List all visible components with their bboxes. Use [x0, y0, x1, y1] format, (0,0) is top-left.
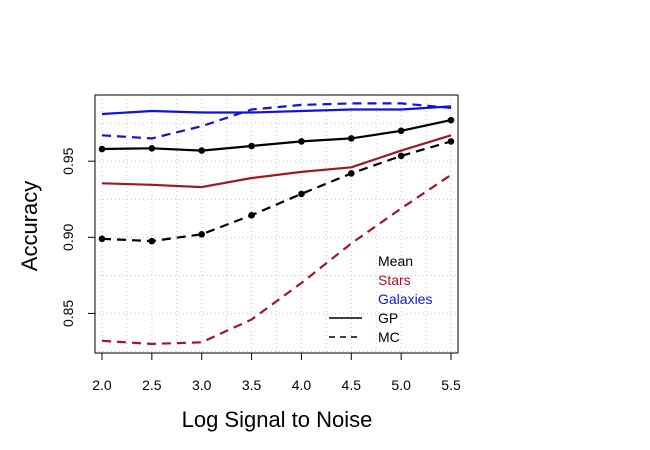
series-stars-gp [101, 134, 452, 189]
data-point [198, 147, 206, 154]
data-point [298, 190, 305, 198]
legend-entry-mean: Mean [378, 253, 413, 269]
data-point [148, 144, 156, 152]
data-point [347, 135, 355, 142]
y-axis: 0.85 0.90 0.95 [60, 147, 95, 327]
series-line [101, 119, 452, 152]
y-tick-label: 0.85 [60, 300, 76, 327]
data-point [148, 237, 156, 245]
data-point [447, 138, 455, 145]
x-axis-title: Log Signal to Noise [182, 407, 373, 432]
data-point [198, 230, 206, 238]
data-point [447, 116, 455, 124]
series-line [101, 134, 452, 189]
legend-entry-mc: MC [378, 329, 400, 345]
series-line [101, 173, 452, 345]
legend: Mean Stars Galaxies GP MC [329, 253, 432, 345]
x-tick-label: 3.0 [192, 377, 212, 393]
series-layer [98, 102, 455, 345]
data-point [248, 142, 255, 150]
plot-frame [94, 94, 459, 354]
series-mean-gp [98, 116, 455, 154]
legend-entry-stars: Stars [378, 272, 411, 288]
x-tick-label: 4.0 [292, 377, 312, 393]
x-tick-label: 3.5 [242, 377, 262, 393]
series-line [101, 105, 452, 116]
data-point [248, 211, 255, 219]
series-line [101, 140, 452, 243]
legend-entry-galaxies: Galaxies [378, 291, 432, 307]
y-tick-label: 0.90 [60, 223, 76, 250]
x-tick-label: 5.0 [391, 377, 411, 393]
y-tick-label: 0.95 [60, 147, 76, 174]
data-point [397, 152, 405, 160]
series-galaxies-gp [101, 105, 452, 116]
legend-entry-gp: GP [378, 310, 398, 326]
y-axis-title: Accuracy [17, 181, 42, 271]
grid [95, 95, 458, 353]
data-point [347, 170, 355, 177]
x-tick-label: 4.5 [342, 377, 362, 393]
x-tick-label: 5.5 [441, 377, 461, 393]
data-point [98, 145, 106, 153]
data-point [397, 127, 405, 135]
data-point [98, 235, 106, 243]
x-axis: 2.0 2.5 3.0 3.5 4.0 4.5 5.0 5.5 [92, 353, 461, 393]
data-point [298, 138, 305, 145]
series-mean-mc [98, 138, 455, 245]
x-tick-label: 2.0 [92, 377, 112, 393]
x-tick-label: 2.5 [142, 377, 162, 393]
series-stars-mc [101, 173, 452, 345]
